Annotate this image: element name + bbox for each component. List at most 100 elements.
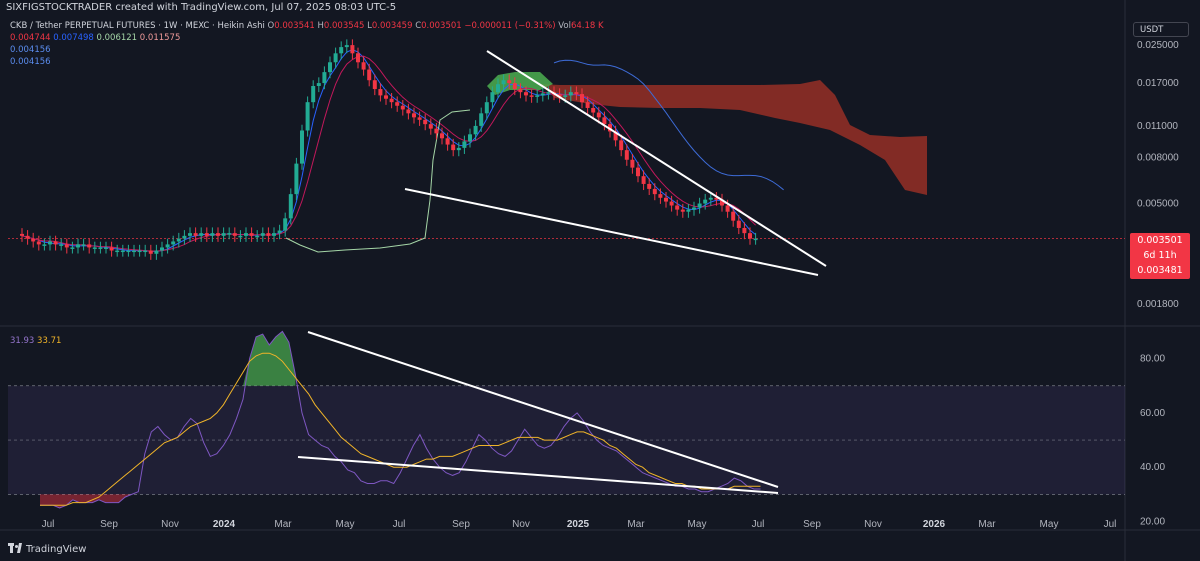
price-tick-label: 0.001800 [1137, 299, 1179, 310]
candle-body [109, 247, 114, 251]
wedge-trendline-price [404, 188, 819, 276]
candle-body [36, 241, 41, 245]
time-tick-label: Sep [452, 519, 470, 530]
candle-body [81, 244, 86, 246]
price-tick-label: 0.011000 [1137, 121, 1178, 132]
time-tick-label: May [336, 519, 355, 530]
candle-body [546, 92, 551, 94]
rsi-overbought-fill [243, 331, 296, 386]
candle-body [87, 244, 92, 248]
candle-body [451, 144, 456, 151]
time-tick-label: May [688, 519, 707, 530]
candle-body [25, 235, 30, 239]
ma-legend-2[interactable]: 0.004156 [10, 57, 51, 67]
candle-body [568, 92, 573, 96]
candle-body [31, 238, 36, 242]
candle-body [479, 113, 484, 126]
ohlc-change: −0.000011 (−0.31%) [464, 21, 556, 31]
candle-body [255, 235, 260, 238]
symbol-ohlc-legend[interactable]: CKB / Tether PERPETUAL FUTURES · 1W · ME… [10, 21, 604, 31]
candle-body [104, 247, 108, 249]
candle-body [697, 203, 702, 208]
candle-body [720, 199, 724, 206]
time-tick-label: Jul [752, 519, 765, 530]
currency-button[interactable]: USDT [1133, 22, 1189, 37]
candle-body [686, 209, 691, 212]
candle-body [731, 211, 736, 221]
candle-body [563, 95, 568, 97]
candle-body [199, 233, 204, 236]
rsi-tick-label: 80.00 [1140, 354, 1165, 365]
candle-body [434, 128, 439, 134]
price-tick-label: 0.008000 [1137, 152, 1179, 163]
candle-body [630, 159, 635, 168]
candle-body [507, 80, 512, 84]
rsi-tick-label: 40.00 [1140, 462, 1165, 473]
candle-body [641, 176, 646, 184]
candle-body [20, 233, 24, 236]
price-tag-price: 0.003501 [1137, 235, 1183, 246]
candle-body [596, 112, 601, 118]
candle-body [613, 131, 618, 141]
candle-body [496, 84, 500, 93]
wedge-trendline-rsi [297, 456, 779, 494]
time-tick-label: Jul [1104, 519, 1117, 530]
price-tag-second: 0.003481 [1137, 265, 1183, 276]
rsi-pane [8, 330, 1125, 509]
candle-body [428, 124, 433, 129]
candle-body [361, 62, 366, 70]
symbol-name[interactable]: CKB / Tether PERPETUAL FUTURES · 1W · ME… [10, 21, 265, 31]
indicator-lines [21, 49, 784, 253]
candle-body [748, 233, 752, 239]
rsi-value: 31.93 [10, 336, 35, 346]
candle-body [132, 250, 136, 253]
time-tick-label: 2025 [567, 519, 590, 530]
candle-body [305, 102, 310, 131]
candle-body [42, 244, 47, 246]
candle-body [692, 207, 696, 210]
candle-body [182, 235, 187, 239]
price-tag-countdown: 6d 11h [1143, 250, 1177, 261]
ohlc-high-label: H [317, 21, 324, 31]
candle-body [585, 102, 590, 108]
candle-body [714, 197, 719, 200]
candle-body [658, 194, 663, 198]
candle-body [350, 45, 355, 54]
candle-body [238, 235, 243, 238]
ohlc-vol-label: Vol [558, 21, 571, 31]
rsi-legend[interactable]: 31.93 33.71 [10, 336, 61, 346]
candle-body [736, 220, 741, 228]
candle-body [227, 233, 232, 235]
tradingview-logo-icon [8, 543, 22, 553]
trendlines[interactable] [297, 50, 827, 494]
candle-body [137, 250, 142, 253]
time-tick-label: Nov [161, 519, 179, 530]
candle-body [165, 244, 170, 248]
candle-body [272, 233, 276, 236]
candle-body [647, 183, 652, 189]
candle-body [244, 233, 248, 236]
candle-body [204, 233, 209, 236]
candle-body [232, 233, 237, 236]
candle-body [540, 93, 545, 96]
ichimoku-value-4: 0.011575 [139, 33, 181, 43]
ma-legend-1[interactable]: 0.004156 [10, 45, 51, 55]
candle-body [59, 244, 64, 246]
price-tick-label: 0.017000 [1137, 78, 1179, 89]
candle-body [76, 244, 80, 248]
time-tick-label: 2026 [923, 519, 946, 530]
tradingview-logo[interactable]: TradingView [8, 543, 86, 555]
candle-body [322, 72, 327, 84]
candle-body [160, 247, 164, 251]
candle-body [92, 247, 97, 249]
candle-body [148, 250, 153, 254]
candle-body [608, 124, 612, 132]
candle-body [339, 47, 344, 54]
candle-body [580, 94, 584, 103]
candle-body [406, 109, 411, 114]
candle-body [602, 117, 607, 125]
ichimoku-legend[interactable]: 0.004744 0.007498 0.006121 0.011575 [10, 33, 180, 43]
ichimoku-cloud [487, 72, 927, 195]
